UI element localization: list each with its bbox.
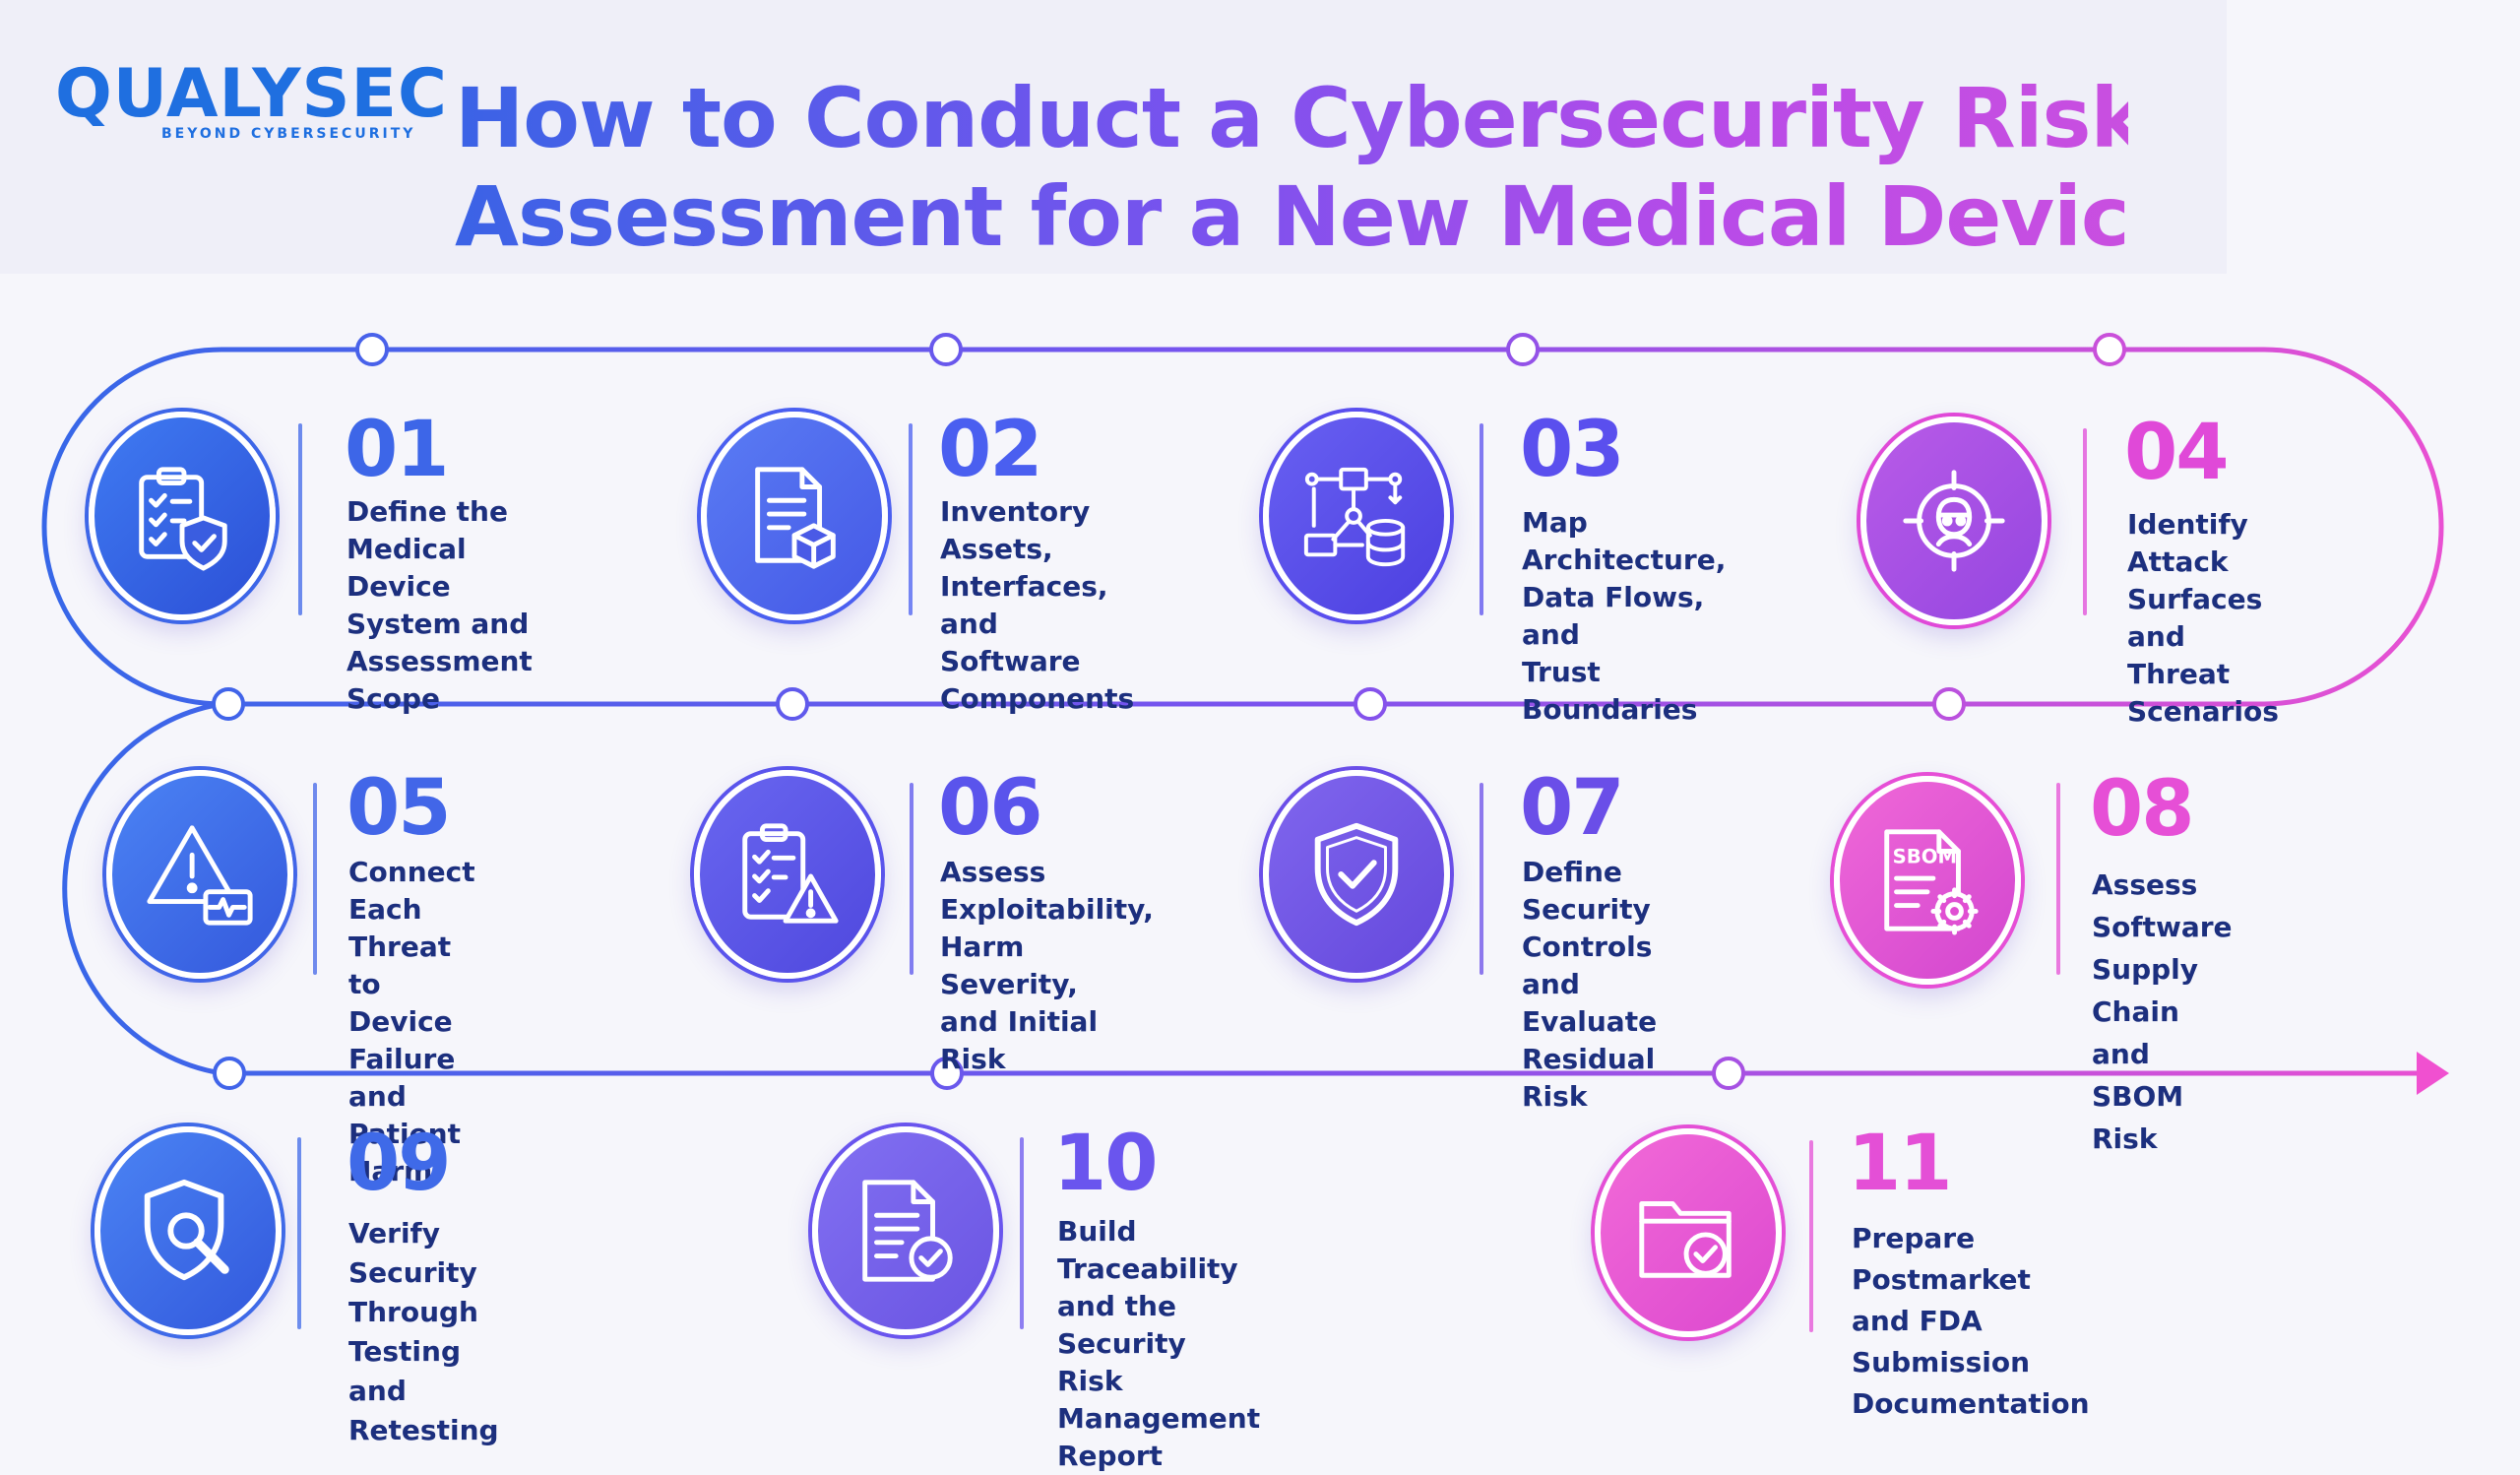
step-03-number: 03 <box>1520 406 1625 494</box>
path-node <box>930 1057 964 1090</box>
step-06-label: Assess Exploitability, Harm Severity, an… <box>940 856 1154 1075</box>
step-01-number: 01 <box>345 406 450 494</box>
document-check-icon <box>862 1180 953 1282</box>
shield-magnifier-icon <box>144 1179 229 1281</box>
step-11-divider <box>1809 1140 1813 1332</box>
step-07-number: 07 <box>1520 764 1625 853</box>
qualysec-logo: QUALYSEC BEYOND CYBERSECURITY <box>55 57 449 156</box>
checklist-warning-icon <box>742 823 839 924</box>
path-node <box>213 1057 246 1090</box>
step-07-divider <box>1480 783 1483 975</box>
path-node <box>1354 687 1387 721</box>
step-09-badge <box>94 1126 282 1335</box>
folder-check-icon <box>1639 1201 1732 1278</box>
step-01-divider <box>298 423 302 615</box>
target-hacker-icon <box>1903 470 2005 572</box>
process-path <box>41 333 2449 1095</box>
step-03-badge <box>1263 412 1450 620</box>
step-09-label: Verify Security Through Testing and Rete… <box>348 1217 499 1446</box>
path-row-1 <box>41 347 2444 707</box>
step-01-label: Define the Medical Device System and Ass… <box>346 495 533 715</box>
path-arrowhead <box>2417 1052 2449 1095</box>
step-11-label: Prepare Postmarket and FDA Submission Do… <box>1852 1222 2090 1420</box>
step-04-divider <box>2083 428 2087 615</box>
header-band <box>0 0 2227 274</box>
path-node <box>1506 333 1540 366</box>
step-02-number: 02 <box>938 406 1043 494</box>
step-11-badge <box>1595 1128 1782 1337</box>
path-node <box>212 687 245 721</box>
path-node <box>1712 1057 1745 1090</box>
step-02-badge <box>701 412 888 620</box>
step-02-label: Inventory Assets, Interfaces, and Softwa… <box>940 495 1135 715</box>
step-10-label: Build Traceability and the Security Risk… <box>1057 1215 1261 1472</box>
step-04-label: Identify Attack Surfaces and Threat Scen… <box>2127 508 2279 728</box>
path-node <box>1932 687 1966 721</box>
step-05-divider <box>313 783 317 975</box>
path-node <box>2093 333 2126 366</box>
step-08-label: Assess Software Supply Chain and SBOM Ri… <box>2092 868 2233 1155</box>
step-01-badge <box>89 412 276 620</box>
path-node <box>355 333 389 366</box>
step-09-number: 09 <box>346 1120 452 1208</box>
step-05-number: 05 <box>346 764 452 853</box>
step-06-divider <box>910 783 914 975</box>
sbom-document-gear-icon: SBOM <box>1884 829 1979 935</box>
path-node <box>776 687 809 721</box>
step-06-badge <box>694 770 881 979</box>
step-03-label: Map Architecture, Data Flows, and Trust … <box>1522 506 1727 726</box>
step-09-divider <box>297 1137 301 1329</box>
step-05-label: Connect Each Threat to Device Failure an… <box>348 856 475 1187</box>
step-10-number: 10 <box>1053 1120 1159 1208</box>
data-flow-diagram-icon <box>1303 467 1406 567</box>
step-03-divider <box>1480 423 1483 615</box>
document-cube-icon <box>755 467 836 569</box>
step-07-label: Define Security Controls and Evaluate Re… <box>1522 856 1658 1113</box>
path-row-2-connector <box>62 701 222 1076</box>
step-08-number: 08 <box>2090 765 2195 854</box>
step-06-number: 06 <box>938 764 1043 853</box>
step-02-divider <box>909 423 913 615</box>
step-05-badge <box>106 770 293 979</box>
checklist-shield-icon <box>139 467 227 571</box>
step-04-number: 04 <box>2124 409 2230 497</box>
step-08-badge: SBOM <box>1834 776 2021 985</box>
step-08-divider <box>2056 783 2060 975</box>
sbom-icon-text: SBOM <box>1893 845 1957 867</box>
step-10-divider <box>1020 1137 1024 1329</box>
step-10-badge <box>812 1126 999 1335</box>
path-node <box>929 333 963 366</box>
logo-tagline: BEYOND CYBERSECURITY <box>161 126 416 142</box>
warning-monitor-icon <box>147 825 253 926</box>
step-07-badge <box>1263 770 1450 979</box>
step-11-number: 11 <box>1848 1120 1953 1208</box>
step-04-badge <box>1860 417 2048 625</box>
shield-check-icon <box>1314 822 1399 927</box>
logo-wordmark: QUALYSEC <box>55 55 448 133</box>
